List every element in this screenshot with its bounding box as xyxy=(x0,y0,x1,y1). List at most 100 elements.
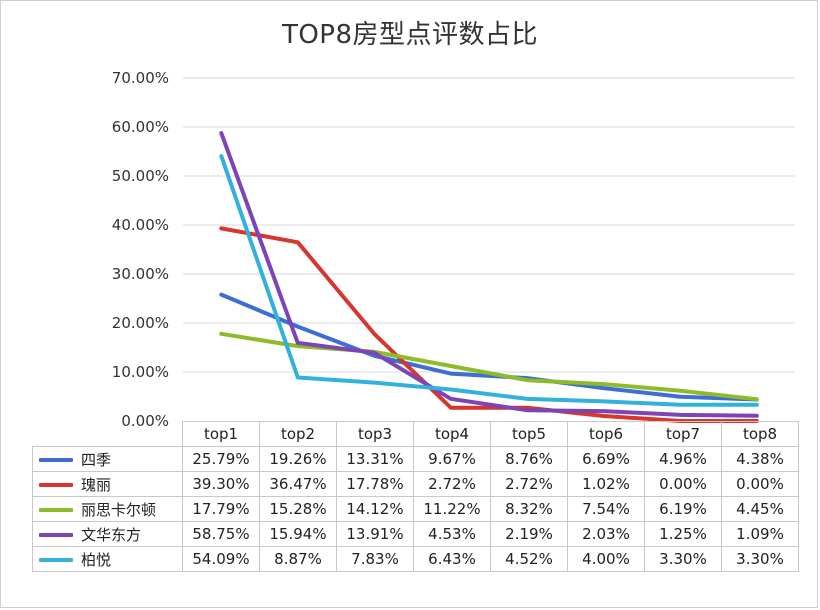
data-point xyxy=(296,376,300,380)
series-line-5 xyxy=(219,154,759,407)
data-point xyxy=(372,332,376,336)
data-label: 6.69% xyxy=(567,446,645,472)
legend-key xyxy=(39,508,73,512)
data-label: 13.31% xyxy=(336,446,414,472)
data-label: 17.78% xyxy=(336,471,414,497)
data-label: 1.25% xyxy=(644,521,722,547)
data-label: 17.79% xyxy=(182,496,260,522)
y-tick-label: 50.00% xyxy=(112,167,169,185)
data-label: 8.32% xyxy=(490,496,568,522)
data-point xyxy=(219,131,223,135)
data-label: 4.96% xyxy=(644,446,722,472)
data-label: 58.75% xyxy=(182,521,260,547)
data-point xyxy=(296,325,300,329)
data-label: 25.79% xyxy=(182,446,260,472)
y-tick-label: 60.00% xyxy=(112,118,169,136)
x-tick-label: top4 xyxy=(413,421,491,447)
data-point xyxy=(219,332,223,336)
data-label: 0.00% xyxy=(721,471,799,497)
legend-key xyxy=(39,458,73,462)
legend-entry: 四季 xyxy=(32,446,183,472)
y-tick-label: 10.00% xyxy=(112,363,169,381)
y-tick-label: 30.00% xyxy=(112,265,169,283)
data-label: 8.76% xyxy=(490,446,568,472)
series-line-1 xyxy=(219,292,759,402)
x-tick-label: top2 xyxy=(259,421,337,447)
table-row: 文华东方 58.75% 15.94% 13.91% 4.53% 2.19% 2.03% 1.2… xyxy=(32,521,799,547)
data-label: 11.22% xyxy=(413,496,491,522)
data-label: 2.19% xyxy=(490,521,568,547)
data-label: 2.72% xyxy=(413,471,491,497)
data-label: 4.53% xyxy=(413,521,491,547)
data-label: 1.02% xyxy=(567,471,645,497)
data-point xyxy=(219,226,223,230)
data-point xyxy=(602,399,606,403)
y-tick-label: 20.00% xyxy=(112,314,169,332)
legend-entry: 丽思卡尔顿 xyxy=(32,496,183,522)
legend-key xyxy=(39,533,73,537)
legend-entry: 文华东方 xyxy=(32,521,183,547)
data-point xyxy=(449,364,453,368)
table-row: 丽思卡尔顿 17.79% 15.28% 14.12% 11.22% 8.32% 7.54% 6… xyxy=(32,496,799,522)
data-label: 6.43% xyxy=(413,546,491,572)
data-label: 15.94% xyxy=(259,521,337,547)
series-line-3 xyxy=(219,331,759,402)
table-row: 瑰丽 39.30% 36.47% 17.78% 2.72% 2.72% 1.02% 0.00%… xyxy=(32,471,799,497)
table-row: 四季 25.79% 19.26% 13.31% 9.67% 8.76% 6.69% 4.96%… xyxy=(32,446,799,472)
y-tick-label: 70.00% xyxy=(112,69,169,87)
legend-entry: 柏悦 xyxy=(32,546,183,572)
data-point xyxy=(678,389,682,393)
data-point xyxy=(602,414,606,418)
data-point xyxy=(755,403,759,407)
x-tick-label: top3 xyxy=(336,421,414,447)
data-point xyxy=(449,406,453,410)
data-point xyxy=(755,397,759,401)
data-label: 36.47% xyxy=(259,471,337,497)
legend-key xyxy=(39,483,73,487)
data-label: 13.91% xyxy=(336,521,414,547)
data-label: 14.12% xyxy=(336,496,414,522)
data-point xyxy=(372,351,376,355)
y-tick-label: 40.00% xyxy=(112,216,169,234)
data-label: 2.72% xyxy=(490,471,568,497)
table-row: 柏悦 54.09% 8.87% 7.83% 6.43% 4.52% 4.00% 3.30% 3.… xyxy=(32,546,799,572)
data-label: 6.19% xyxy=(644,496,722,522)
table-header-row: top1 top2 top3 top4 top5 top6 top7 top8 xyxy=(32,421,799,447)
data-point xyxy=(602,409,606,413)
x-tick-label: top6 xyxy=(567,421,645,447)
chart-title: TOP8房型点评数占比 xyxy=(281,20,539,50)
series-name: 文华东方 xyxy=(81,525,142,544)
data-label: 3.30% xyxy=(721,546,799,572)
series-line-4 xyxy=(219,131,759,418)
data-point xyxy=(755,414,759,418)
data-label: 4.38% xyxy=(721,446,799,472)
legend-entry: 瑰丽 xyxy=(32,471,183,497)
data-label: 4.52% xyxy=(490,546,568,572)
legend-key xyxy=(39,558,73,562)
data-point xyxy=(602,382,606,386)
series-name: 丽思卡尔顿 xyxy=(81,500,157,519)
data-point xyxy=(525,397,529,401)
series-name: 瑰丽 xyxy=(81,475,112,494)
data-point xyxy=(372,381,376,385)
series-name: 四季 xyxy=(81,450,112,469)
data-point xyxy=(296,341,300,345)
data-point xyxy=(219,154,223,158)
data-label: 4.45% xyxy=(721,496,799,522)
data-point xyxy=(678,395,682,399)
data-label: 7.54% xyxy=(567,496,645,522)
data-label: 9.67% xyxy=(413,446,491,472)
data-point xyxy=(678,403,682,407)
data-label: 8.87% xyxy=(259,546,337,572)
data-point xyxy=(449,372,453,376)
x-tick-label: top5 xyxy=(490,421,568,447)
data-table: top1 top2 top3 top4 top5 top6 top7 top8 四季 25.79%… xyxy=(32,421,799,572)
data-label: 3.30% xyxy=(644,546,722,572)
x-tick-label: top7 xyxy=(644,421,722,447)
data-label: 7.83% xyxy=(336,546,414,572)
data-label: 54.09% xyxy=(182,546,260,572)
data-label: 15.28% xyxy=(259,496,337,522)
data-point xyxy=(449,397,453,401)
